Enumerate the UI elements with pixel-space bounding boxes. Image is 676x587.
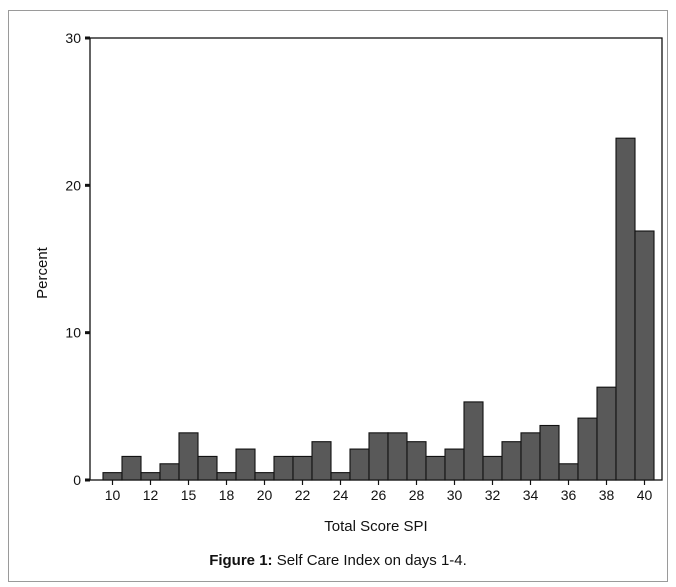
histogram-bar <box>558 463 579 481</box>
histogram-bar <box>425 455 446 481</box>
x-tick-label: 34 <box>523 487 539 503</box>
x-tick-label: 30 <box>447 487 463 503</box>
x-tick-label: 15 <box>181 487 197 503</box>
plot-area: 0 10 20 30 10 12 15 18 20 22 24 26 28 30 32 34 36 38 40 <box>65 30 663 503</box>
histogram-bar <box>406 441 427 481</box>
x-tick-label: 22 <box>295 487 311 503</box>
x-tick-label: 20 <box>257 487 273 503</box>
x-tick-label: 28 <box>409 487 425 503</box>
histogram-bar <box>596 386 617 481</box>
x-axis-title: Total Score SPI <box>324 518 427 535</box>
histogram-bar <box>330 472 351 481</box>
x-tick-label: 40 <box>637 487 653 503</box>
plot-border <box>89 37 663 481</box>
histogram-bar <box>140 472 161 481</box>
histogram-bar <box>197 455 218 481</box>
histogram-bar <box>463 401 484 481</box>
histogram-bar <box>387 432 408 481</box>
histogram-bar <box>368 432 389 481</box>
histogram-bar <box>615 137 636 481</box>
x-tick-label: 18 <box>219 487 235 503</box>
y-tick-label: 10 <box>65 325 81 341</box>
x-tick-label: 12 <box>143 487 159 503</box>
figure-caption: Figure 1: Self Care Index on days 1-4. <box>0 552 676 569</box>
y-tick-label: 0 <box>73 472 81 488</box>
figure-frame <box>8 10 668 582</box>
histogram-bar <box>121 455 142 481</box>
histogram-bar <box>254 472 275 481</box>
x-tick-label: 36 <box>561 487 577 503</box>
caption-label: Figure 1: <box>209 552 273 569</box>
histogram-bar <box>444 448 465 481</box>
x-tick-label: 38 <box>599 487 615 503</box>
histogram-bar <box>311 441 332 481</box>
histogram-bar <box>539 424 560 481</box>
y-axis-title: Percent <box>34 246 51 299</box>
histogram-bar <box>159 463 180 481</box>
histogram-bar <box>216 472 237 481</box>
x-tick-label: 26 <box>371 487 387 503</box>
y-tick-label: 20 <box>65 177 81 193</box>
histogram-bar <box>634 230 655 481</box>
histogram-bar <box>235 448 256 481</box>
histogram-bar <box>577 417 598 481</box>
x-tick-label: 24 <box>333 487 349 503</box>
histogram-bar <box>482 455 503 481</box>
x-tick-label: 32 <box>485 487 501 503</box>
histogram-bar <box>178 432 199 481</box>
histogram-bar <box>102 472 123 481</box>
histogram-bar <box>501 441 522 481</box>
caption-text: Self Care Index on days 1-4. <box>272 552 467 569</box>
histogram-bar <box>273 455 294 481</box>
x-tick-label: 10 <box>105 487 121 503</box>
histogram-bar <box>292 455 313 481</box>
histogram-bar <box>349 448 370 481</box>
histogram-bar <box>520 432 541 481</box>
y-tick-label: 30 <box>65 30 81 46</box>
